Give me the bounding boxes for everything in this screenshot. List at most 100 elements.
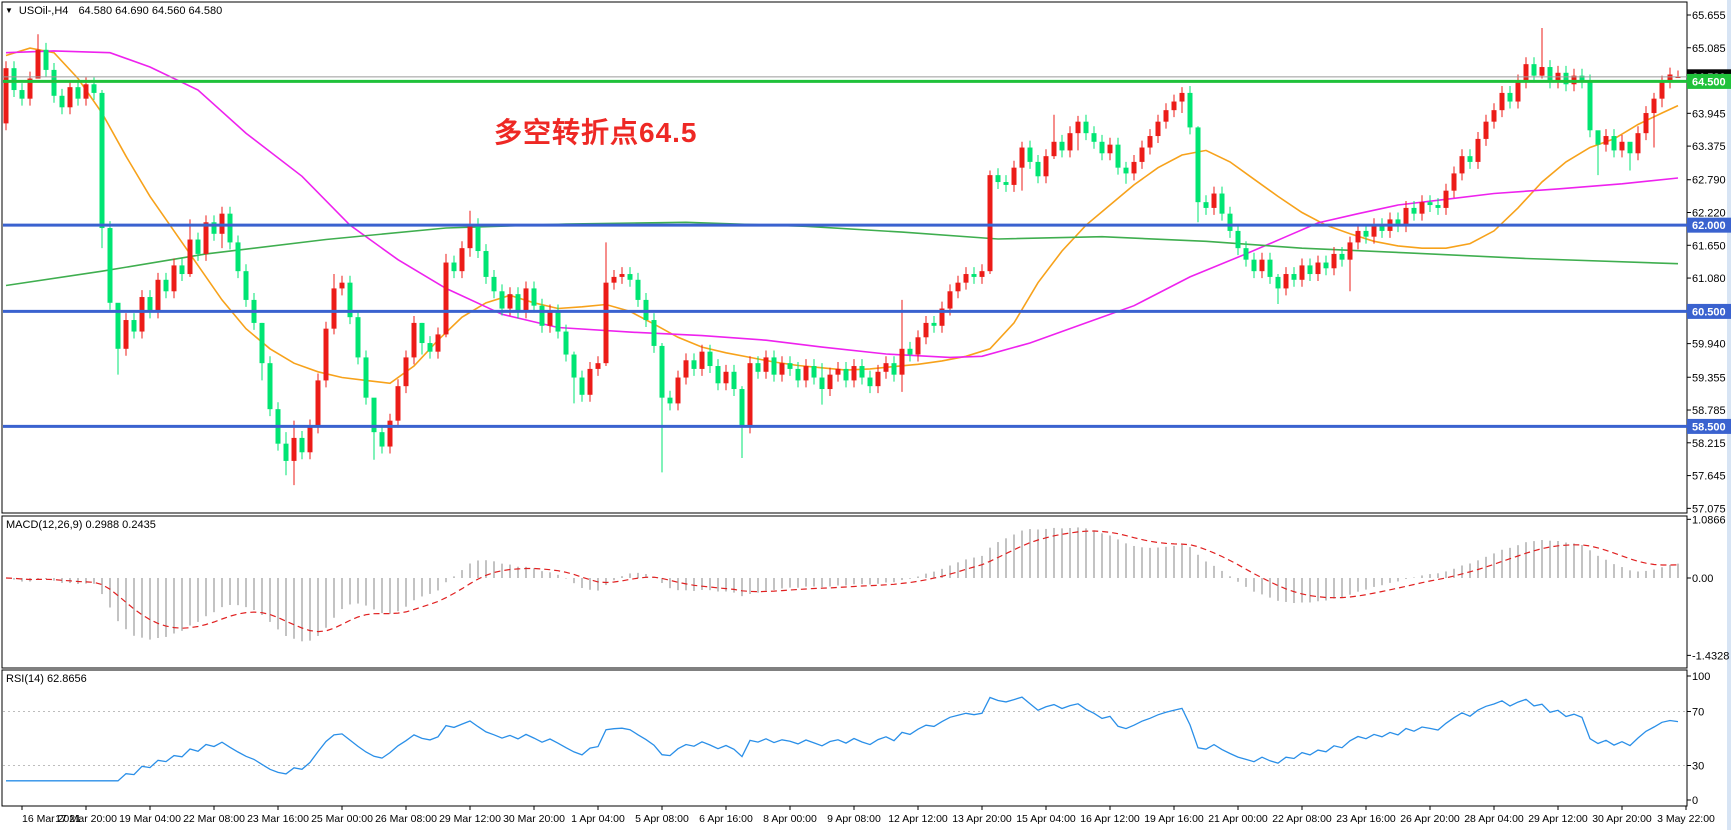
candle-body [987,175,993,272]
time-tick-label: 21 Apr 00:00 [1208,813,1268,825]
time-tick-label: 15 Apr 04:00 [1016,813,1076,825]
candle-body [107,228,113,303]
candle-body [1563,72,1569,85]
candle-body [835,368,841,375]
price-tick-label: 65.655 [1692,10,1726,22]
price-tick-label: 63.375 [1692,141,1726,153]
candle-body [339,282,345,289]
candle-body [1395,219,1401,226]
time-tick-label: 30 Mar 20:00 [503,813,565,825]
candle-body [1459,156,1465,174]
candle-body [1435,205,1441,208]
candle-body [1139,147,1145,162]
candle-body [1587,81,1593,131]
macd-axis[interactable]: 1.0866 0.00 -1.4328 [1687,514,1729,662]
candle-body [363,357,369,398]
candle-body [707,351,713,367]
macd-histogram [13,527,1679,642]
candle-body [163,279,169,292]
time-tick-label: 6 Apr 16:00 [699,813,753,825]
time-tick-label: 16 Apr 12:00 [1080,813,1140,825]
candle-body [611,276,617,283]
candle-body [131,320,137,332]
rsi-line [6,696,1679,782]
candle-body [67,87,73,108]
candle-body [651,320,657,346]
candle-body [1467,156,1473,162]
candle-body [563,331,569,355]
price-tick-label: 62.790 [1692,175,1726,187]
candle-body [1403,207,1409,226]
candle-body [483,251,489,277]
candle-body [1083,121,1089,134]
candle-body [595,363,601,369]
time-tick-label: 22 Apr 08:00 [1272,813,1332,825]
candle-body [515,294,521,312]
rsi-axis[interactable]: 100 70 30 0 [1687,671,1710,807]
candle-body [1483,121,1489,139]
candle-body [1035,161,1041,177]
candle-body [963,274,969,283]
horizontal-level-lines[interactable] [3,79,1687,428]
time-tick-label: 26 Apr 20:00 [1400,813,1460,825]
candle-body [179,265,185,275]
candle-body [1051,141,1057,157]
candle-body [235,242,241,272]
time-tick-label: 23 Mar 16:00 [247,813,309,825]
price-tick-label: 59.355 [1692,372,1726,384]
window-edge-strip [1727,0,1731,830]
candle-body [587,368,593,395]
candle-body [195,239,201,254]
candle-body [1515,81,1521,102]
candle-body [1187,92,1193,128]
candle-body [203,222,209,254]
candle-body [531,288,537,306]
candle-body [1363,230,1369,237]
candle-body [715,366,721,384]
candle-body [1627,141,1633,154]
candle-body [1331,253,1337,269]
candle-body [635,279,641,300]
time-tick-label: 19 Apr 16:00 [1144,813,1204,825]
candle-body [347,282,353,318]
candle-body [1347,242,1353,260]
time-tick-label: 22 Mar 08:00 [183,813,245,825]
candle-body [211,222,217,234]
candle-body [1163,110,1169,122]
time-tick-label: 29 Apr 12:00 [1528,813,1588,825]
macd-signal-line [5,530,1679,633]
candle-body [27,78,33,99]
candle-body [1003,182,1009,185]
collapse-indicator-icon[interactable]: ▼ [5,6,13,15]
time-tick-label: 26 Mar 08:00 [375,813,437,825]
candle-body [1067,133,1073,151]
candle-body [1219,193,1225,214]
candle-body [99,92,105,229]
price-tick-label: 57.645 [1692,471,1726,483]
time-tick-label: 16 Mar 2021 [22,813,81,825]
candle-body [843,368,849,381]
candle-body [491,276,497,292]
macd-tick-label: -1.4328 [1692,650,1729,662]
candle-body [691,360,697,369]
candle-body [803,366,809,381]
time-tick-label: 3 May 22:00 [1657,813,1715,825]
candle-body [1619,141,1625,151]
candle-body [1211,193,1217,208]
candle-body [675,377,681,404]
candle-body [667,397,673,404]
price-axis[interactable]: 65.655 65.085 63.945 63.375 62.790 62.220 61.6… [1687,10,1726,515]
candle-body [1595,130,1601,145]
candle-body [1131,161,1137,174]
candle-body [1523,64,1529,82]
rsi-tick-label: 0 [1692,795,1698,807]
candle-body [731,371,737,390]
candle-body [739,389,745,427]
candle-body [1171,101,1177,111]
candle-body [139,297,145,332]
candle-body [1075,121,1081,134]
